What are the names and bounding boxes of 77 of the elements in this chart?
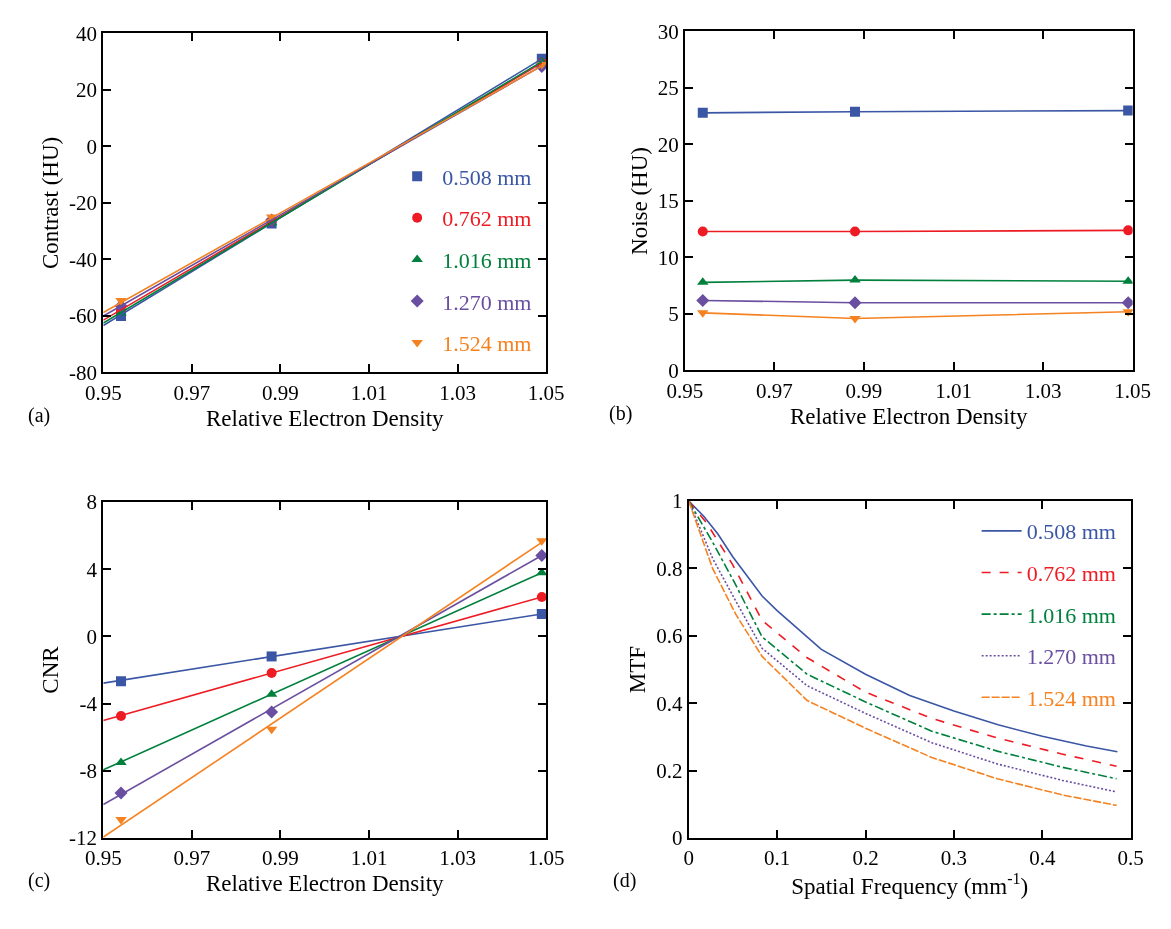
x-tick-label: 1.01	[935, 378, 972, 403]
y-tick-label: 30	[657, 19, 679, 44]
y-tick-label: 0	[86, 624, 98, 649]
point	[1123, 225, 1133, 236]
x-tick-label: 0.5	[1117, 846, 1144, 871]
x-tick-label: 1.05	[527, 380, 565, 405]
point	[850, 226, 861, 237]
point	[1122, 276, 1133, 284]
x-tick-label: 0.2	[852, 846, 879, 871]
y-tick-label: 8	[86, 490, 98, 515]
legend-label: 0.508 mm	[1026, 519, 1116, 545]
y-tick-label: -40	[69, 247, 98, 272]
y-axis-title: Contrast (HU)	[38, 136, 64, 270]
y-tick-label: -60	[69, 304, 98, 329]
text: (a)	[28, 404, 51, 427]
y-axis-title: CNR	[38, 645, 64, 694]
point	[536, 538, 547, 546]
point	[535, 548, 547, 562]
y-tick-label: 1	[672, 489, 683, 514]
x-tick-label: 0.99	[262, 846, 299, 871]
legend-label: 0.762 mm	[442, 206, 532, 232]
y-tick-label: -20	[69, 191, 98, 216]
x-tick-label: 1.03	[439, 380, 477, 405]
y-tick-label: 0	[672, 826, 683, 851]
point	[850, 106, 861, 117]
y-tick-label: 0.2	[656, 759, 683, 784]
y-axis-title: MTF	[625, 645, 651, 694]
y-tick-label: 0.4	[656, 691, 684, 716]
x-tick-label: 0.99	[262, 380, 299, 405]
x-tick-label: 1.05	[1114, 378, 1152, 403]
point	[848, 296, 862, 310]
x-axis-title: Relative Electron Density	[205, 405, 445, 431]
x-tick-label: 1.03	[439, 846, 477, 871]
legend-label: 0.508 mm	[442, 164, 532, 190]
legend-label: 1.270 mm	[1026, 644, 1116, 670]
y-axis-title: Noise (HU)	[626, 147, 652, 255]
x-axis-title: Spatial Frequency (mm$^{-1}$)	[791, 870, 1029, 899]
x-tick-label: 1.05	[527, 846, 565, 871]
y-tick-label: 5	[668, 302, 679, 327]
y-tick-label: 25	[657, 76, 679, 101]
x-tick-label: 1.01	[350, 380, 388, 405]
text: (d)	[613, 869, 637, 892]
x-axis-title: Relative Electron Density	[205, 871, 445, 897]
y-tick-label: 0	[86, 134, 98, 159]
legend-label: 1.016 mm	[1026, 602, 1116, 628]
x-tick-label: 0.99	[845, 378, 883, 403]
x-tick-label: 0.1	[764, 846, 791, 871]
y-tick-label: -8	[79, 759, 98, 784]
text: (c)	[28, 869, 51, 892]
x-tick-label: 0.3	[940, 846, 968, 871]
y-tick-label: 10	[657, 245, 679, 270]
y-tick-label: -4	[79, 692, 98, 717]
legend-label: 0.762 mm	[1026, 561, 1116, 587]
x-tick-label: 0.97	[173, 380, 211, 405]
x-tick-label: 0.97	[756, 378, 793, 403]
point	[696, 293, 710, 307]
point	[1123, 105, 1133, 116]
point	[697, 107, 708, 118]
y-tick-label: 40	[76, 21, 98, 46]
x-axis-title: Relative Electron Density	[789, 403, 1029, 429]
y-tick-label: 0.6	[656, 624, 683, 649]
point	[697, 226, 708, 237]
y-tick-label: 20	[657, 132, 679, 157]
y-tick-label: 0.8	[656, 556, 683, 581]
y-tick-label: 4	[86, 557, 98, 582]
legend-label: 1.016 mm	[442, 247, 532, 273]
x-tick-label: 0.4	[1029, 846, 1056, 871]
y-tick-label: 15	[657, 189, 679, 214]
point	[1121, 296, 1133, 310]
text: (b)	[609, 402, 633, 425]
x-tick-label: 1.03	[1024, 378, 1062, 403]
legend-label: 1.270 mm	[442, 289, 532, 315]
y-tick-label: 20	[76, 78, 98, 103]
x-tick-label: 0.97	[173, 846, 211, 871]
legend-label: 1.524 mm	[442, 331, 532, 357]
x-tick-label: 1.01	[350, 846, 388, 871]
legend-label: 1.524 mm	[1026, 685, 1116, 711]
